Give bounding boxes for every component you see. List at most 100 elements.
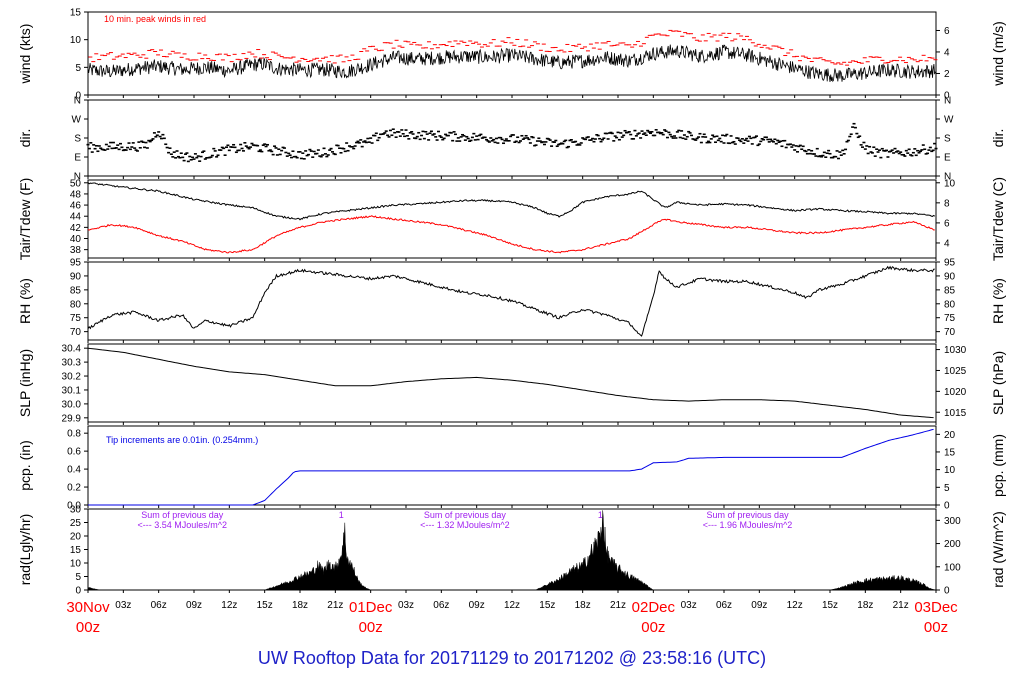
y-tick-label-left: 0.0	[67, 501, 81, 512]
y-tick-label-right: 70	[944, 327, 956, 338]
y-tick-label-left: 30.3	[62, 358, 82, 369]
y-tick-label-left: 0.6	[67, 447, 81, 458]
y-axis-label-left: Tair/Tdew (F)	[17, 178, 33, 260]
y-tick-label-right: 0	[944, 91, 950, 102]
radiation-sum-label: Sum of previous day	[707, 510, 790, 520]
x-tick-label: 03z	[398, 600, 414, 611]
x-tick-label: 21z	[610, 600, 626, 611]
x-tick-label: 06z	[433, 600, 449, 611]
x-tick-label: 18z	[575, 600, 591, 611]
y-tick-label-left: 30	[70, 505, 82, 516]
y-tick-label-left: 42	[70, 223, 82, 234]
y-tick-label-right: S	[944, 134, 951, 145]
panel-slp: 29.9 30.0 30.1 30.2 30.3 30.4 1015 1020 1025 1030…	[17, 343, 1006, 425]
y-tick-label-left: 0	[75, 91, 81, 102]
y-tick-label-left: 30.0	[62, 399, 82, 410]
y-tick-label-right: 85	[944, 285, 956, 296]
y-axis-label-left: dir.	[17, 129, 33, 148]
series-line-slp	[87, 347, 934, 419]
x-tick-label: 21z	[893, 600, 909, 611]
y-tick-label-left: 15	[70, 545, 82, 556]
y-tick-label-right: 4	[944, 238, 950, 249]
radiation-area	[87, 510, 937, 591]
y-tick-label-right: W	[944, 115, 954, 126]
x-tick-label: 09z	[469, 600, 485, 611]
y-tick-label-left: 80	[70, 299, 82, 310]
y-tick-label-left: 15	[70, 8, 82, 19]
y-axis-label-right: rad (W/m^2)	[990, 511, 1006, 588]
y-tick-label-left: 30.1	[62, 385, 82, 396]
y-axis-label-right: Tair/Tdew (C)	[990, 177, 1006, 261]
y-tick-label-right: 100	[944, 562, 961, 573]
x-major-sublabel: 00z	[359, 619, 383, 636]
y-tick-label-right: 10	[944, 178, 956, 189]
y-tick-label-right: 4	[944, 47, 950, 58]
x-tick-label: 09z	[751, 600, 767, 611]
y-axis-label-left: RH (%)	[17, 278, 33, 324]
panel-frame	[87, 11, 937, 96]
x-tick-label: 12z	[787, 600, 803, 611]
y-tick-label-left: 85	[70, 285, 82, 296]
x-tick-label: 03z	[681, 600, 697, 611]
x-tick-label: 18z	[292, 600, 308, 611]
panel-rh: 70 75 80 85 90 95 70 75 80 85 90 95 RH (%) RH (%)	[17, 258, 1006, 343]
y-tick-label-right: 0	[944, 586, 950, 597]
radiation-peak-marker: 1	[339, 510, 344, 520]
y-tick-label-right: 80	[944, 299, 956, 310]
y-tick-label-left: 30.4	[62, 344, 82, 355]
panel-pcp: 0.0 0.2 0.4 0.6 0.8 0 5 10 15 20 pcp. (in) pcp. (mm…	[17, 425, 1006, 512]
x-tick-label: 21z	[327, 600, 343, 611]
y-tick-label-left: 75	[70, 313, 82, 324]
x-tick-label: 09z	[186, 600, 202, 611]
y-tick-label-right: 1025	[944, 366, 967, 377]
y-tick-label-left: 5	[75, 63, 81, 74]
y-tick-label-right: 8	[944, 198, 950, 209]
y-tick-label-right: 15	[944, 447, 956, 458]
radiation-sum-value: <--- 3.54 MJoules/m^2	[137, 520, 227, 530]
x-major-sublabel: 00z	[924, 619, 948, 636]
series-line-tair	[87, 182, 936, 221]
radiation-sum-label: Sum of previous day	[424, 510, 507, 520]
y-tick-label-left: 5	[75, 572, 81, 583]
y-tick-label-right: 6	[944, 218, 950, 229]
y-axis-label-right: pcp. (mm)	[990, 434, 1006, 497]
y-tick-label-left: 0.8	[67, 429, 81, 440]
x-major-sublabel: 00z	[76, 619, 100, 636]
panel-annotation: 10 min. peak winds in red	[104, 14, 206, 24]
y-tick-label-left: W	[72, 115, 82, 126]
x-tick-label: 03z	[115, 600, 131, 611]
y-axis-label-left: rad(Lgly/hr)	[17, 514, 33, 586]
y-tick-label-left: 25	[70, 518, 82, 529]
footer-title: UW Rooftop Data for 20171129 to 20171202…	[257, 648, 767, 668]
radiation-sum-label: Sum of previous day	[141, 510, 224, 520]
y-tick-label-left: 40	[70, 234, 82, 245]
y-tick-label-right: 200	[944, 539, 961, 550]
x-major-sublabel: 00z	[641, 619, 665, 636]
y-axis-label-left: SLP (inHg)	[17, 349, 33, 417]
x-tick-label: 12z	[221, 600, 237, 611]
y-tick-label-left: 46	[70, 201, 82, 212]
y-tick-label-left: E	[74, 153, 81, 164]
panel-wind: 0 5 10 15 0 2 4 6 wind (kts) wind (m/s) 10 min. pe…	[17, 8, 1006, 102]
y-axis-label-right: dir.	[990, 129, 1006, 148]
x-tick-label: 15z	[822, 600, 838, 611]
radiation-peak-marker: 1	[598, 510, 603, 520]
y-tick-label-left: 0.4	[67, 465, 81, 476]
y-tick-label-right: 90	[944, 271, 956, 282]
y-tick-label-left: N	[74, 96, 81, 107]
y-tick-label-left: 30.2	[62, 372, 82, 383]
y-axis-label-right: SLP (hPa)	[990, 351, 1006, 415]
x-tick-label: 06z	[716, 600, 732, 611]
y-tick-label-left: 50	[70, 178, 82, 189]
y-axis-label-left: pcp. (in)	[17, 440, 33, 491]
y-tick-label-right: 10	[944, 465, 956, 476]
y-tick-label-right: 1030	[944, 345, 967, 356]
y-tick-label-left: 0	[75, 586, 81, 597]
y-tick-label-left: 44	[70, 212, 82, 223]
series-line-tdew	[87, 215, 935, 254]
y-tick-label-right: 20	[944, 430, 956, 441]
y-tick-label-left: 90	[70, 271, 82, 282]
